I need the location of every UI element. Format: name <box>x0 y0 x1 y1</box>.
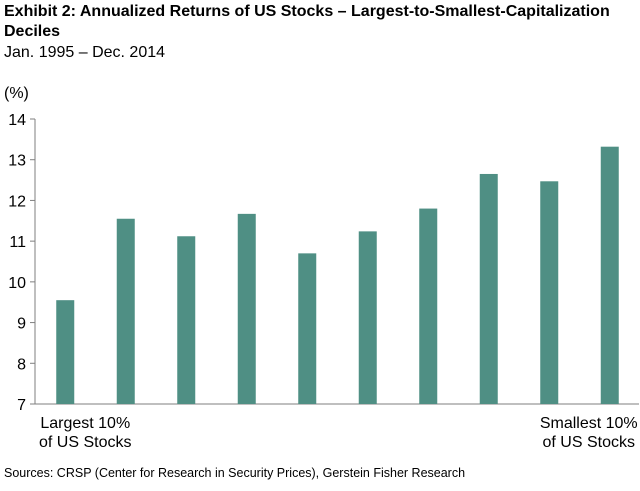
x-label-largest: Largest 10% of US Stocks <box>39 415 131 451</box>
x-labels-group: Largest 10% of US Stocks Smallest 10% of US… <box>39 415 638 451</box>
bar-decile-8 <box>479 173 498 404</box>
bar-decile-1 <box>56 300 75 404</box>
source-note: Sources: CRSP (Center for Research in Se… <box>4 466 466 480</box>
y-tick-label: 9 <box>17 316 26 333</box>
y-tick-label: 11 <box>9 234 26 251</box>
bar-decile-4 <box>237 213 256 404</box>
y-axis-label: (%) <box>4 85 29 102</box>
y-ticks-group: 7 8 9 10 11 12 13 14 <box>8 112 35 414</box>
bars-group <box>56 146 619 404</box>
bar-decile-7 <box>419 208 438 404</box>
y-tick-label: 7 <box>17 397 26 414</box>
y-tick-label: 13 <box>8 153 26 170</box>
chart-title: Exhibit 2: Annualized Returns of US Stoc… <box>4 3 610 40</box>
bar-decile-9 <box>540 181 559 404</box>
x-label-smallest: Smallest 10% of US Stocks <box>540 415 638 451</box>
y-tick-label: 12 <box>8 193 26 210</box>
y-tick-label: 8 <box>17 356 26 373</box>
bar-decile-2 <box>116 218 135 404</box>
bar-decile-3 <box>177 236 196 404</box>
bar-decile-5 <box>298 253 317 404</box>
bar-decile-6 <box>358 231 377 404</box>
bar-decile-10 <box>600 146 619 404</box>
y-tick-label: 14 <box>8 112 26 129</box>
chart-subtitle: Jan. 1995 – Dec. 2014 <box>4 44 166 61</box>
axes <box>34 119 639 405</box>
y-tick-label: 10 <box>8 275 26 292</box>
